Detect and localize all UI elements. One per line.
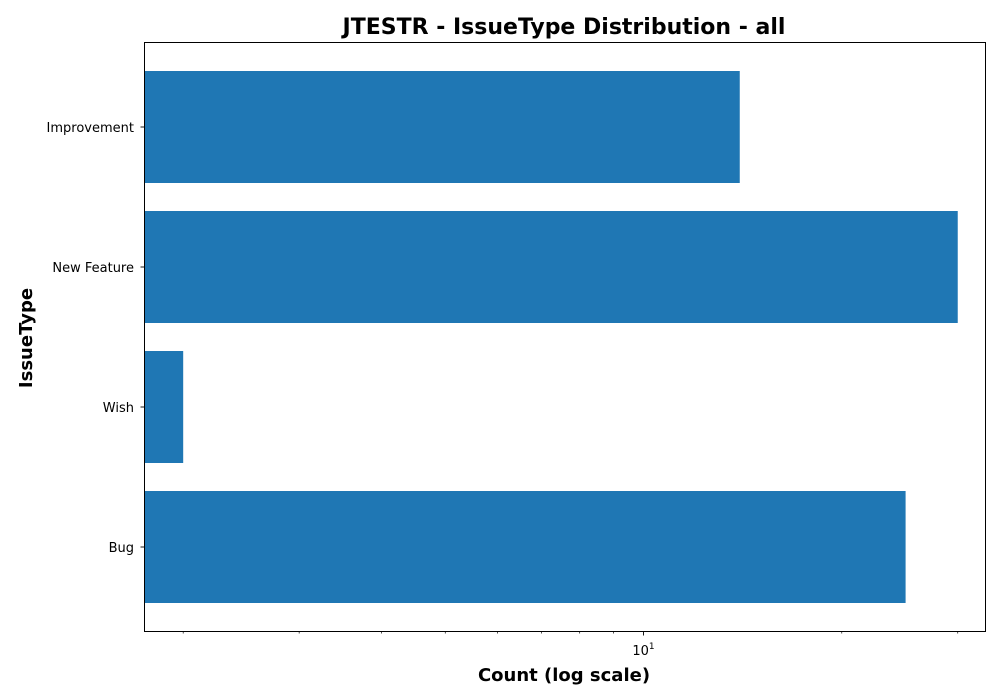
bar-new-feature (145, 211, 958, 323)
x-tick-label: 101 (632, 642, 654, 659)
y-axis-ticks: Bug Wish New Feature Improvement (47, 121, 145, 556)
y-tick-label: Wish (103, 401, 134, 416)
y-tick-label: Improvement (47, 121, 134, 136)
y-axis-label: IssueType (16, 288, 37, 388)
x-axis-label: Count (log scale) (478, 665, 650, 686)
bar-wish (145, 351, 184, 463)
bar-improvement (145, 71, 740, 183)
chart-title: JTESTR - IssueType Distribution - all (341, 15, 786, 40)
x-axis-ticks: 101 (182, 631, 959, 659)
bars-group (145, 71, 958, 603)
y-tick-label: New Feature (52, 261, 134, 276)
y-tick-label: Bug (109, 541, 134, 556)
plot-frame (144, 42, 986, 632)
bar-bug (145, 491, 906, 603)
